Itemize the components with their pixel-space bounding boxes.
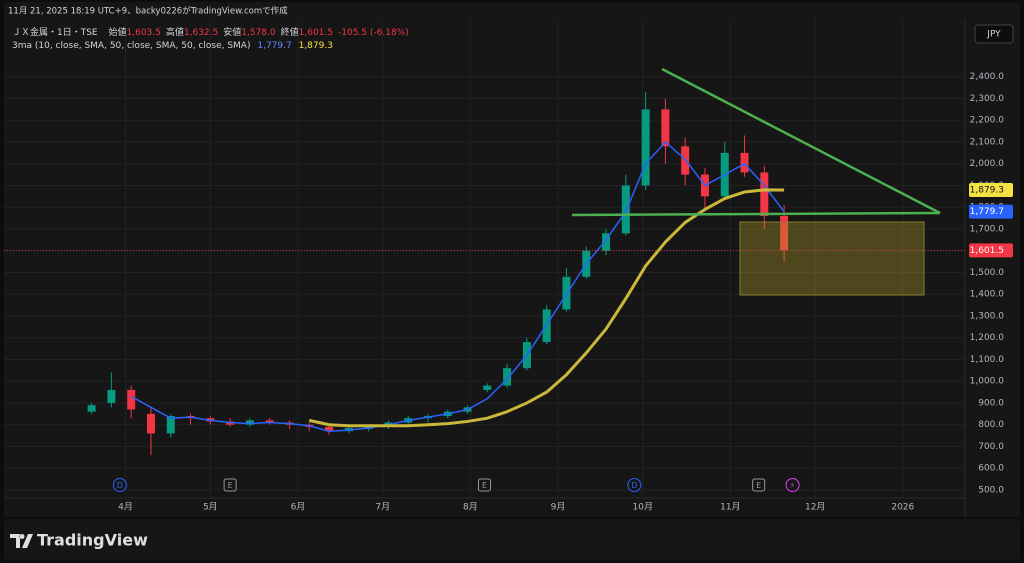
candle-body (740, 152, 749, 173)
price-badge (969, 182, 1013, 197)
event-marker (478, 478, 491, 492)
y-tick-label: 900.0 (978, 398, 1004, 408)
overlay: 500.0 600.0 700.0 800.0 900.0 1,000.0 1,100.0 1… (4, 72, 1013, 513)
y-tick-label: 2,300.0 (970, 94, 1005, 104)
price-badge-label: 1,779.7 (970, 207, 1004, 217)
support-line (571, 211, 941, 217)
currency-badge[interactable] (974, 24, 1014, 44)
candle-body (265, 420, 274, 423)
candle-body (780, 215, 789, 251)
logo: TradingView (10, 531, 148, 550)
ohlc-value: 1,603.5 (127, 28, 161, 38)
event-marker (785, 478, 800, 492)
indicator: 3ma (10, close, SMA, 50, close, SMA, 50,… (12, 41, 250, 51)
x-tick-label: 11月 (720, 502, 740, 513)
y-tick-label: 2,100.0 (970, 137, 1005, 147)
x-tick-label: 7月 (375, 502, 390, 513)
candle-body (621, 185, 630, 234)
logo-icon (10, 534, 33, 548)
indicator-value: 1,879.3 (299, 41, 333, 51)
candle-body (483, 385, 492, 390)
y-tick-label: 2,400.0 (970, 72, 1005, 82)
trend-line (661, 67, 941, 215)
moving-average (130, 140, 785, 432)
y-tick-label: 2,000.0 (970, 159, 1005, 169)
target-zone (739, 221, 925, 296)
event-label: E (756, 481, 761, 490)
y-tick-label: 1,300.0 (970, 311, 1005, 321)
x-tick-label: 9月 (551, 502, 566, 513)
grid (4, 20, 965, 498)
event-label: D (117, 481, 123, 490)
y-tick-label: 1,000.0 (970, 377, 1005, 387)
event-label: E (228, 481, 233, 490)
credit: 11月 21, 2025 18:19 UTC+9、backy0226がTradi… (8, 6, 288, 17)
x-tick-label: 10月 (633, 502, 653, 513)
event-marker (752, 478, 766, 492)
candle-body (245, 420, 254, 425)
x-tick-label: 12月 (805, 502, 825, 513)
candle-body (127, 389, 136, 410)
chart-panel (4, 2, 1020, 517)
event-label: E (482, 481, 487, 490)
moving-average (308, 188, 785, 428)
y-tick-label: 2,200.0 (970, 116, 1005, 126)
ohlc-value: 1,632.5 (184, 28, 218, 38)
symbol-line: ＪＸ金属・1日・TSE 始値1,603.5 高値1,632.5 安値1,578.0 終… (12, 26, 409, 38)
x-tick-label: 6月 (291, 502, 306, 513)
currency[interactable]: JPY (986, 30, 1001, 40)
x-tick-label: 2026 (891, 503, 914, 513)
ohlc-label: 高値 (166, 26, 184, 38)
event-marker (223, 478, 237, 492)
y-tick-label: 1,400.0 (970, 290, 1005, 300)
symbol: ＪＸ金属・1日・TSE (12, 26, 98, 38)
x-tick-label: 5月 (203, 502, 218, 513)
price-badge (969, 243, 1013, 258)
price-badge-label: 1,601.5 (970, 246, 1004, 256)
indicator-value: 1,779.7 (257, 41, 291, 51)
ohlc-value: 1,601.5 (299, 28, 333, 38)
ohlc-value: 1,578.0 (241, 28, 276, 38)
y-tick-label: 1,700.0 (970, 224, 1005, 234)
candle-body (107, 389, 116, 403)
y-tick-label: 700.0 (978, 442, 1004, 452)
y-tick-label: 600.0 (978, 464, 1004, 474)
candle-body (641, 109, 650, 186)
event-label: D (631, 481, 637, 490)
ohlc-label: 安値 (223, 26, 241, 38)
candle-body (87, 405, 96, 412)
y-tick-label: 500.0 (978, 485, 1004, 495)
y-tick-label: 800.0 (978, 420, 1004, 430)
ohlc-label: 始値 (109, 26, 127, 38)
y-tick-label: 1,100.0 (970, 355, 1005, 365)
ohlc-label: 終値 (281, 26, 299, 38)
footer (4, 519, 1020, 561)
candle-body (166, 416, 175, 434)
y-tick-label: 1,500.0 (970, 268, 1005, 278)
price-badge (969, 204, 1013, 219)
x-tick-label: 4月 (118, 502, 133, 513)
event-label: ⚡ (790, 481, 796, 490)
candle-body (760, 172, 769, 216)
candle-body (146, 413, 155, 434)
change: -105.5 (-6.18%) (338, 28, 409, 38)
candle-body (325, 426, 334, 432)
event-marker (112, 478, 127, 492)
x-tick-label: 8月 (463, 502, 478, 513)
price-badge-label: 1,879.3 (970, 185, 1004, 195)
candle-body (661, 109, 670, 147)
y-tick-label: 1,200.0 (970, 333, 1005, 343)
event-marker (627, 478, 642, 492)
indicator-line: 3ma (10, close, SMA, 50, close, SMA, 50,… (12, 41, 333, 51)
candle-body (503, 368, 512, 386)
candle-body (602, 233, 611, 251)
brand: TradingView (37, 531, 148, 550)
